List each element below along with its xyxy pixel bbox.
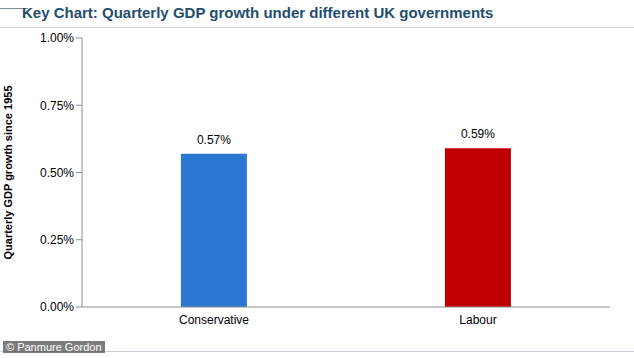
svg-text:0.00%: 0.00% <box>40 300 74 314</box>
html-text:Key Chart: Quarterly GDP growt: Key Chart: Quarterly GDP growth under di… <box>22 4 494 21</box>
svg-text:0.59%: 0.59% <box>461 127 495 141</box>
svg-text:0.25%: 0.25% <box>40 233 74 247</box>
svg-text:Conservative: Conservative <box>179 313 249 327</box>
svg-text:Quarterly GDP growth since 195: Quarterly GDP growth since 1955 <box>8 85 14 259</box>
html-text:© Panmure Gordon: © Panmure Gordon <box>6 341 102 353</box>
svg-text:1.00%: 1.00% <box>40 31 74 45</box>
svg-text:0.50%: 0.50% <box>40 166 74 180</box>
svg-text:0.57%: 0.57% <box>197 133 231 147</box>
svg-text:Labour: Labour <box>459 313 496 327</box>
svg-text:0.75%: 0.75% <box>40 99 74 113</box>
